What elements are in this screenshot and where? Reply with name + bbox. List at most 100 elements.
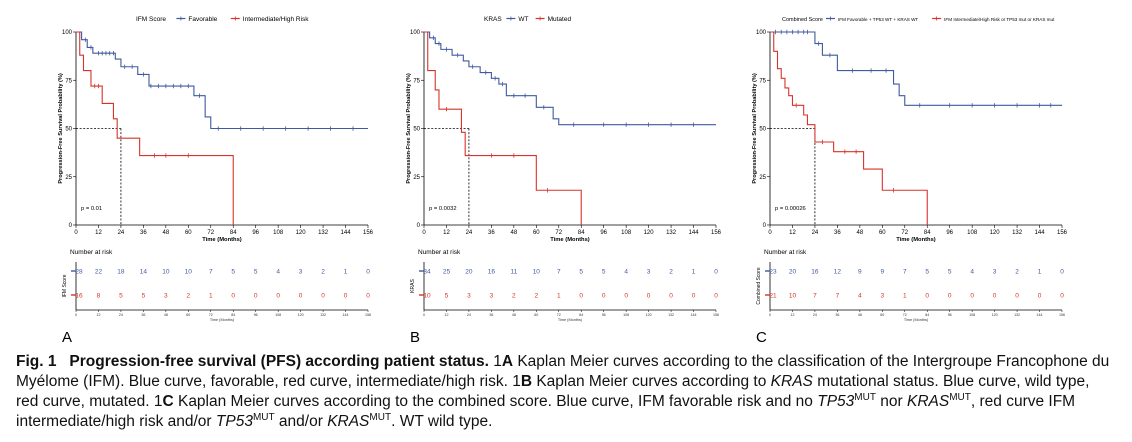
- y-tick-label: 0: [69, 223, 73, 229]
- risk-x-tick-label: 36: [141, 313, 145, 317]
- risk-count: 0: [714, 293, 718, 300]
- risk-count: 11: [510, 269, 517, 276]
- risk-count: 0: [714, 269, 718, 276]
- panel-label: B: [410, 329, 420, 346]
- y-tick-label: 0: [763, 223, 767, 229]
- p-value-label: p = 0.0032: [429, 206, 457, 212]
- risk-x-tick-label: 36: [835, 313, 839, 317]
- x-tick-label: 120: [296, 230, 307, 236]
- risk-count: 0: [925, 293, 929, 300]
- x-tick-label: 12: [443, 230, 450, 236]
- y-tick-label: 75: [413, 78, 420, 84]
- risk-count: 3: [993, 269, 997, 276]
- risk-count: 5: [925, 269, 929, 276]
- risk-x-tick-label: 0: [769, 313, 771, 317]
- risk-count: 7: [557, 269, 561, 276]
- risk-count: 2: [534, 293, 538, 300]
- x-tick-label: 36: [488, 230, 495, 236]
- risk-x-tick-label: 132: [668, 313, 674, 317]
- risk-count: 0: [970, 293, 974, 300]
- caption-figure-label: Fig. 1: [16, 353, 57, 370]
- panel-label: C: [756, 329, 767, 346]
- risk-x-tick-label: 96: [602, 313, 606, 317]
- x-tick-label: 36: [140, 230, 147, 236]
- risk-count: 10: [533, 269, 541, 276]
- risk-count: 0: [1038, 293, 1042, 300]
- x-tick-label: 84: [230, 230, 237, 236]
- x-tick-label: 84: [924, 230, 931, 236]
- risk-x-tick-label: 144: [343, 313, 349, 317]
- x-tick-label: 0: [422, 230, 426, 236]
- risk-count: 0: [993, 293, 997, 300]
- risk-x-tick-label: 48: [164, 313, 168, 317]
- x-tick-label: 96: [946, 230, 953, 236]
- x-tick-label: 48: [857, 230, 864, 236]
- x-tick-label: 48: [511, 230, 518, 236]
- km-curve-blue: [76, 31, 368, 130]
- x-axis-title: Time (Months): [896, 237, 936, 243]
- risk-x-tick-label: 60: [880, 313, 884, 317]
- y-tick-label: 100: [756, 30, 767, 36]
- x-tick-label: 144: [689, 230, 700, 236]
- y-tick-label: 100: [62, 30, 73, 36]
- risk-count: 0: [692, 293, 696, 300]
- x-tick-label: 96: [252, 230, 259, 236]
- risk-y-title: KRAS: [410, 279, 416, 293]
- x-tick-label: 0: [74, 230, 78, 236]
- risk-count: 0: [366, 293, 370, 300]
- x-tick-label: 60: [879, 230, 886, 236]
- km-curve-blue: [770, 31, 1062, 106]
- y-tick-label: 25: [759, 175, 766, 181]
- figure-caption: Fig. 1 Progression-free survival (PFS) a…: [16, 353, 1110, 430]
- risk-count: 16: [488, 269, 496, 276]
- risk-x-tick-label: 72: [557, 313, 561, 317]
- y-tick-label: 50: [65, 127, 72, 133]
- y-tick-label: 50: [413, 127, 420, 133]
- risk-count: 5: [231, 269, 235, 276]
- risk-count: 21: [769, 293, 777, 300]
- caption-title: Progression-free survival (PFS) accordin…: [69, 353, 489, 370]
- risk-x-tick-label: 108: [623, 313, 629, 317]
- risk-count: 0: [231, 293, 235, 300]
- risk-count: 0: [276, 293, 280, 300]
- risk-x-tick-label: 156: [365, 313, 371, 317]
- risk-count: 2: [1015, 269, 1019, 276]
- risk-x-tick-label: 24: [119, 313, 123, 317]
- x-tick-label: 24: [812, 230, 819, 236]
- risk-table-title: Number at risk: [70, 249, 113, 256]
- x-tick-label: 84: [578, 230, 585, 236]
- risk-count: 0: [1060, 269, 1064, 276]
- risk-x-tick-label: 48: [512, 313, 516, 317]
- x-tick-label: 24: [118, 230, 125, 236]
- km-panel-c: Combined Score IFM Favorable + TP53 WT + …: [752, 16, 1068, 346]
- x-tick-label: 144: [1035, 230, 1046, 236]
- legend-title: IFM Score: [136, 16, 166, 23]
- risk-count: 0: [602, 293, 606, 300]
- risk-count: 7: [903, 269, 907, 276]
- legend-label: Intermediate/High Risk: [243, 16, 309, 23]
- risk-count: 0: [579, 293, 583, 300]
- legend-label: WT: [518, 16, 528, 23]
- risk-count: 10: [789, 293, 797, 300]
- x-tick-label: 72: [901, 230, 908, 236]
- risk-count: 14: [140, 269, 148, 276]
- risk-table-title: Number at risk: [418, 249, 461, 256]
- y-tick-label: 0: [417, 223, 421, 229]
- risk-count: 5: [602, 269, 606, 276]
- risk-count: 10: [185, 269, 193, 276]
- risk-x-tick-label: 84: [579, 313, 583, 317]
- risk-count: 0: [948, 293, 952, 300]
- risk-count: 5: [254, 269, 258, 276]
- risk-count: 2: [321, 269, 325, 276]
- x-tick-label: 156: [363, 230, 374, 236]
- x-tick-label: 60: [533, 230, 540, 236]
- risk-x-tick-label: 132: [320, 313, 326, 317]
- risk-x-tick-label: 120: [646, 313, 652, 317]
- risk-count: 12: [834, 269, 842, 276]
- x-tick-label: 156: [1057, 230, 1068, 236]
- risk-count: 10: [423, 293, 431, 300]
- risk-count: 4: [970, 269, 974, 276]
- risk-count: 7: [836, 293, 840, 300]
